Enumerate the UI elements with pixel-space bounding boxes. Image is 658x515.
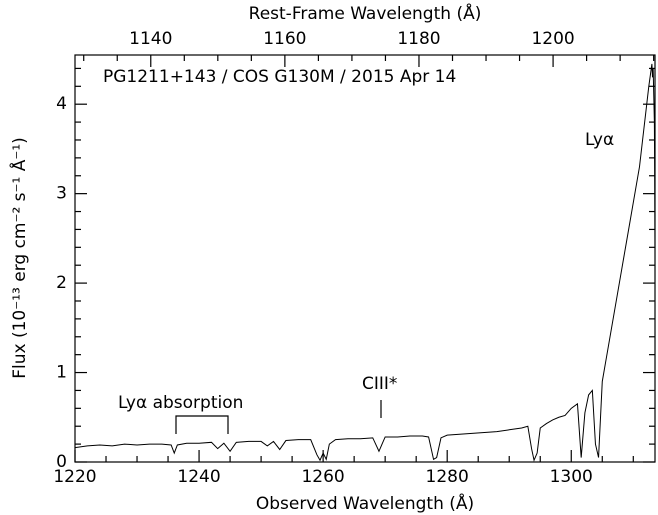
y-tick-label: 3 [56,184,67,204]
x2-tick-label: 1160 [263,29,306,49]
annotation: Lyα [585,130,614,150]
x2-tick-label: 1140 [129,29,172,49]
chart-title: PG1211+143 / COS G130M / 2015 Apr 14 [103,67,456,87]
x-tick-label: 1280 [426,467,469,487]
y-tick-label: 0 [56,452,67,472]
annotation: Lyα absorption [118,393,243,413]
x-tick-label: 1300 [550,467,593,487]
x-tick-label: 1260 [301,467,344,487]
spectrum-line [75,63,655,462]
y-tick-label: 4 [56,94,67,114]
annotation: CIII* [362,374,397,394]
x2-axis-label: Rest-Frame Wavelength (Å) [249,2,482,24]
x-tick-label: 1220 [53,467,96,487]
x2-tick-label: 1200 [531,29,574,49]
y-tick-label: 2 [56,273,67,293]
x-tick-label: 1240 [177,467,220,487]
x2-tick-label: 1180 [397,29,440,49]
plot-frame [74,54,656,463]
x-axis-label: Observed Wavelength (Å) [256,492,474,514]
absorption-bracket [175,415,229,434]
y-tick-label: 1 [56,363,67,383]
y-axis-label: Flux (10⁻¹³ erg cm⁻² s⁻¹ Å⁻¹) [8,137,30,379]
